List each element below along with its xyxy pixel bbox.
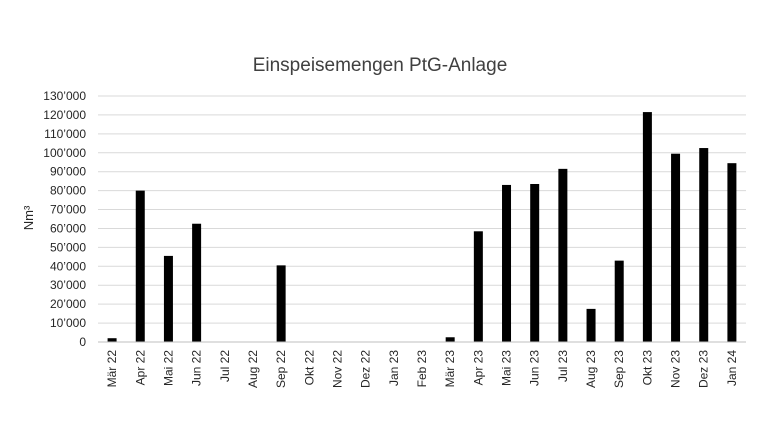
bar	[135, 190, 145, 342]
x-tick-label: Sep 22	[274, 350, 288, 388]
y-axis-ticks: 0 10’000 20’000 30’000 40’000 50’000 60’000 70’…	[43, 89, 86, 349]
x-tick-label: Aug 23	[584, 350, 598, 388]
x-tick-label: Mär 23	[443, 350, 457, 388]
bar	[671, 153, 681, 342]
y-tick-label: 80’000	[50, 184, 86, 198]
x-tick-label: Jun 22	[190, 350, 204, 386]
x-tick-label: Apr 23	[471, 350, 485, 386]
bar	[642, 112, 652, 342]
x-tick-label: Jan 23	[387, 350, 401, 386]
y-tick-label: 40’000	[50, 259, 86, 273]
x-tick-label: Dez 22	[359, 350, 373, 388]
y-tick-label: 30’000	[50, 278, 86, 292]
gridlines	[98, 95, 746, 324]
bar	[107, 338, 117, 342]
bar	[586, 308, 596, 342]
y-tick-label: 130’000	[43, 89, 86, 103]
y-tick-label: 50’000	[50, 240, 86, 254]
x-tick-label: Jun 23	[528, 350, 542, 386]
y-tick-label: 90’000	[50, 165, 86, 179]
x-tick-label: Apr 22	[133, 350, 147, 386]
y-tick-label: 10’000	[50, 316, 86, 330]
y-tick-label: 110’000	[44, 127, 86, 141]
y-axis-label: Nm³	[21, 205, 36, 230]
x-tick-label: Aug 22	[246, 350, 260, 388]
bar	[558, 168, 568, 342]
x-tick-label: Dez 23	[697, 350, 711, 388]
bars	[107, 112, 737, 342]
bar	[163, 255, 173, 342]
x-tick-label: Sep 23	[612, 350, 626, 388]
y-tick-label: 70’000	[50, 203, 86, 217]
x-tick-label: Mai 23	[500, 350, 514, 386]
y-tick-label: 0	[79, 335, 86, 349]
bar	[473, 231, 483, 342]
bar	[530, 183, 540, 342]
chart-title: Einspeisemengen PtG-Anlage	[253, 55, 508, 76]
x-tick-label: Nov 23	[669, 350, 683, 388]
x-tick-label: Jul 23	[556, 350, 570, 382]
x-tick-label: Feb 23	[415, 350, 429, 388]
x-tick-label: Okt 23	[640, 350, 654, 386]
x-tick-label: Nov 22	[330, 350, 344, 388]
bar	[276, 265, 286, 342]
y-tick-label: 20’000	[50, 297, 86, 311]
x-tick-label: Mai 22	[161, 350, 175, 386]
bar	[699, 148, 709, 342]
x-tick-label: Jul 22	[218, 350, 232, 382]
bar	[502, 184, 512, 342]
x-axis-ticks: Mär 22 Apr 22 Mai 22 Jun 22 Jul 22 Aug 22 Sep …	[105, 350, 739, 388]
bar	[445, 337, 455, 342]
y-tick-label: 60’000	[50, 221, 86, 235]
x-tick-label: Mär 22	[105, 350, 119, 388]
y-tick-label: 120’000	[43, 108, 86, 122]
x-tick-label: Okt 22	[302, 350, 316, 386]
bar	[727, 163, 737, 342]
y-tick-label: 100’000	[43, 146, 86, 160]
bar	[192, 223, 202, 342]
bar	[614, 260, 624, 342]
x-tick-label: Jan 24	[725, 350, 739, 386]
